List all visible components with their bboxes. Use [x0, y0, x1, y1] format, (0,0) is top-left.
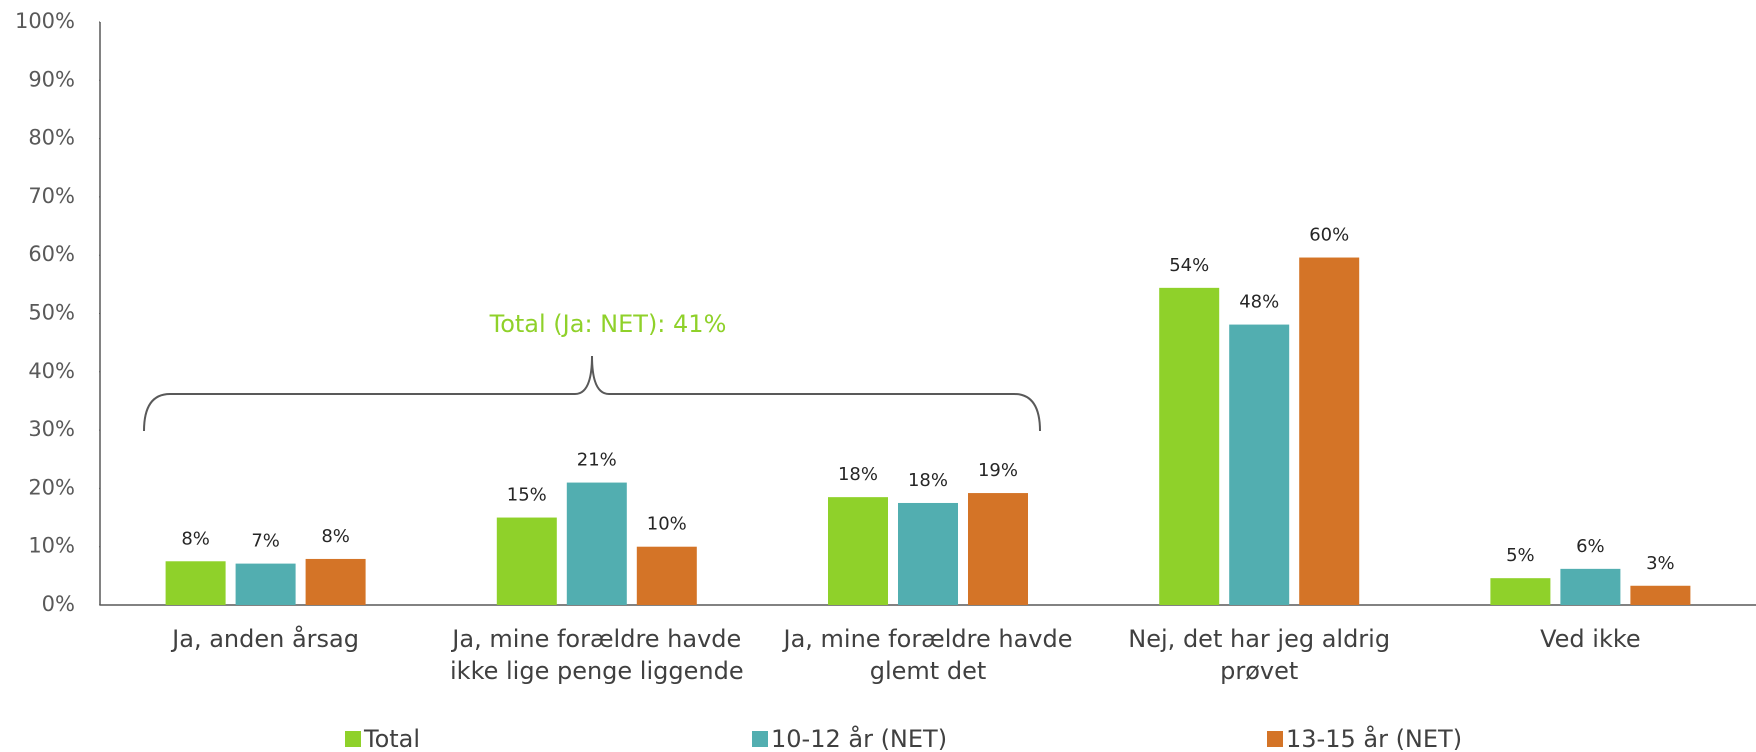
data-label: 8% [321, 526, 350, 547]
data-label: 7% [251, 531, 280, 552]
data-label: 48% [1239, 292, 1279, 313]
legend-swatch [345, 731, 361, 747]
data-label: 54% [1169, 255, 1209, 276]
annotation: Total (Ja: NET): 41% [489, 310, 727, 338]
y-tick-label: 60% [28, 242, 75, 266]
bar [305, 558, 366, 605]
y-tick-label: 80% [28, 126, 75, 150]
legend-label: 10-12 år (NET) [771, 724, 947, 752]
data-label: 8% [181, 528, 210, 549]
y-tick-label: 30% [28, 417, 75, 441]
y-tick-label: 70% [28, 184, 75, 208]
bar [968, 493, 1028, 605]
data-label: 19% [978, 460, 1018, 481]
bar [1560, 568, 1621, 605]
y-tick-label: 10% [28, 534, 75, 558]
data-label: 60% [1309, 225, 1349, 246]
legend-label: 13-15 år (NET) [1286, 724, 1462, 752]
data-label: 10% [647, 514, 687, 535]
data-label: 3% [1646, 553, 1675, 574]
bar [235, 563, 296, 605]
data-label: 18% [838, 464, 878, 485]
bar [1630, 585, 1691, 605]
bar [828, 497, 888, 605]
bar [165, 561, 226, 605]
data-label: 18% [908, 470, 948, 491]
bar [1299, 257, 1360, 605]
data-label: 6% [1576, 536, 1605, 557]
y-tick-label: 90% [28, 67, 75, 91]
bar [496, 517, 557, 605]
data-label: 15% [507, 485, 547, 506]
x-tick-label: Ved ikke [1540, 625, 1641, 653]
bar [1229, 324, 1290, 605]
x-tick-label: Ja, mine forældre havde ikke lige penge l… [450, 625, 744, 685]
x-tick-label: Ja, mine forældre havde glemt det [781, 625, 1072, 685]
bar [566, 482, 627, 605]
bracket [143, 355, 1041, 432]
legend-label: Total [363, 725, 420, 752]
x-tick-label: Ja, anden årsag [170, 624, 359, 653]
y-tick-label: 20% [28, 475, 75, 499]
data-label: 5% [1506, 545, 1535, 566]
legend-swatch [752, 731, 768, 747]
bar [898, 502, 958, 605]
bar [1159, 287, 1220, 605]
y-tick-label: 100% [15, 9, 75, 33]
y-tick-label: 40% [28, 359, 75, 383]
x-tick-label: Nej, det har jeg aldrig prøvet [1128, 625, 1390, 685]
bar [636, 546, 697, 605]
bar [1490, 578, 1551, 605]
y-tick-label: 50% [28, 301, 75, 325]
legend-swatch [1267, 731, 1283, 747]
y-tick-label: 0% [42, 592, 75, 616]
data-label: 21% [577, 450, 617, 471]
